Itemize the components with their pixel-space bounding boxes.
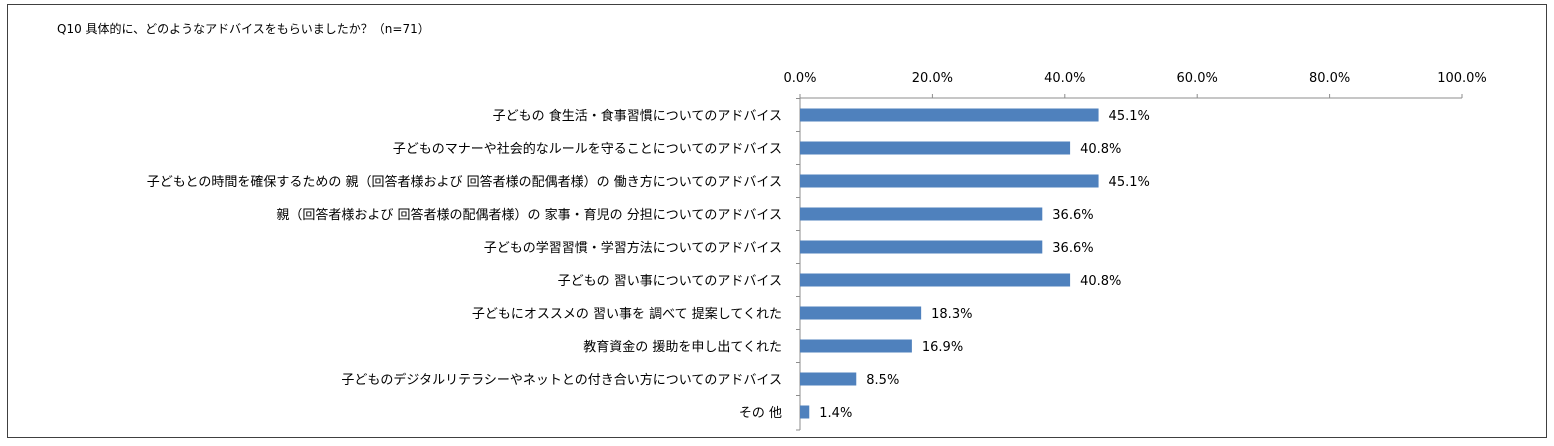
bar — [800, 405, 810, 419]
x-tick-label: 80.0% — [1309, 71, 1350, 86]
chart-title: Q10 具体的に、どのようなアドバイスをもらいましたか？（n=71） — [57, 22, 430, 36]
chart-frame — [7, 4, 1547, 438]
data-label: 40.8% — [1080, 142, 1121, 157]
x-tick-label: 40.0% — [1044, 71, 1085, 86]
data-label: 8.5% — [866, 373, 899, 388]
data-label: 1.4% — [819, 406, 852, 421]
bar — [800, 141, 1071, 155]
category-label: 子どもとの時間を確保するための 親（回答者様および 回答者様の配偶者様）の 働き… — [147, 174, 782, 190]
bar — [800, 339, 912, 353]
data-label: 36.6% — [1052, 241, 1093, 256]
data-label: 16.9% — [922, 340, 963, 355]
category-label: 子どものデジタルリテラシーやネットとの付き合い方についてのアドバイス — [341, 372, 782, 388]
x-tick-label: 60.0% — [1177, 71, 1218, 86]
data-label: 45.1% — [1109, 175, 1150, 190]
x-tick-label: 100.0% — [1437, 71, 1487, 86]
category-label: その 他 — [739, 406, 782, 421]
category-label: 子どもの 食生活・食事習慣についてのアドバイス — [493, 108, 782, 124]
x-tick-label: 0.0% — [783, 71, 816, 86]
bar — [800, 273, 1071, 287]
data-label: 18.3% — [931, 307, 972, 322]
bar — [800, 372, 857, 386]
bar — [800, 174, 1099, 188]
category-label: 子どもの学習習慣・学習方法についてのアドバイス — [484, 240, 782, 256]
data-label: 40.8% — [1080, 274, 1121, 289]
data-label: 45.1% — [1109, 109, 1150, 124]
category-label: 子どもの 習い事についてのアドバイス — [558, 274, 782, 289]
category-label: 親（回答者様および 回答者様の配偶者様）の 家事・育児の 分担についてのアドバイ… — [276, 207, 782, 223]
category-label: 子どもにオススメの 習い事を 調べて 提案してくれた — [472, 306, 782, 322]
data-label: 36.6% — [1052, 208, 1093, 223]
bar — [800, 108, 1099, 122]
category-label: 子どものマナーや社会的なルールを守ることについてのアドバイス — [393, 141, 782, 157]
category-label: 教育資金の 援助を申し出てくれた — [583, 339, 782, 355]
x-tick-label: 20.0% — [912, 71, 953, 86]
bar — [800, 240, 1043, 254]
bar — [800, 207, 1043, 221]
bar — [800, 306, 922, 320]
